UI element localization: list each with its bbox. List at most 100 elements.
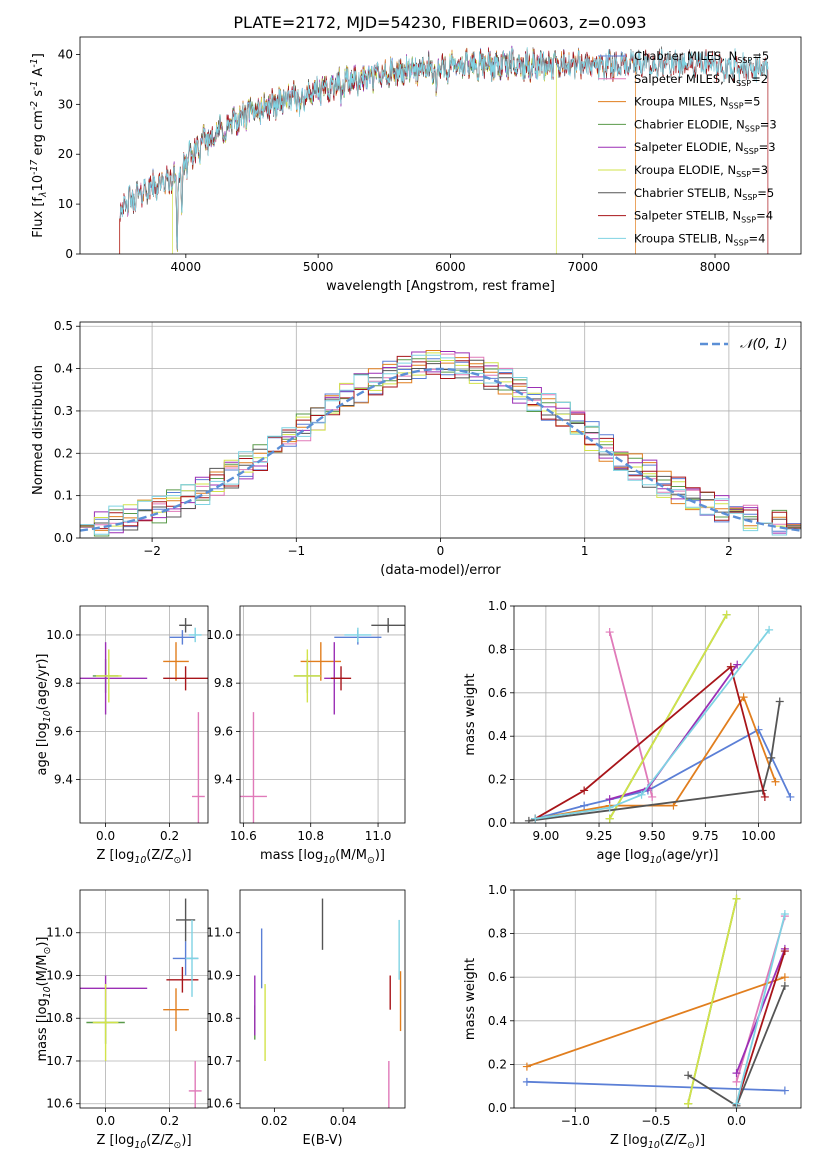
weight_vs_age-axes: [510, 605, 801, 827]
weight_vs_Z-ytick-label: 0.4: [488, 1014, 507, 1028]
age_vs_Z-point-kroupa-miles: [163, 642, 189, 681]
weight_vs_age-xtick-label: 10.00: [741, 829, 775, 843]
mass_vs_EBV-ytick-label: 11.0: [206, 926, 233, 940]
weight_vs_Z-frame: [513, 889, 802, 1109]
residual-hist-salpeter-elodie: [80, 351, 801, 534]
mass_vs_EBV-frame: [239, 889, 406, 1109]
mass_vs_EBV-ytick-label: 10.8: [206, 1011, 233, 1025]
age_vs_Z-point-salpeter-stelib: [163, 666, 208, 691]
spectrum-ytick-label: 40: [58, 47, 73, 61]
weight_vs_age-marker-chabrier-stelib: [524, 816, 533, 823]
legend-label-kroupa-miles: Kroupa MILES, NSSP=5: [634, 95, 760, 111]
weight_vs_age-marker-kroupa-stelib: [531, 814, 540, 823]
spectrum-xtick-label: 7000: [567, 260, 598, 274]
residuals-xtick-label: 2: [725, 544, 733, 558]
weight_vs_Z-marker-kroupa-stelib: [732, 1099, 741, 1108]
age_vs_Z-point-kroupa-stelib: [188, 627, 202, 643]
residuals-frame: [79, 321, 802, 539]
weight_vs_age-line-kroupa-miles: [535, 695, 777, 820]
legend-label-kroupa-stelib: Kroupa STELIB, NSSP=4: [634, 231, 765, 247]
age_vs_mass-ytick-label: 10.0: [206, 628, 233, 642]
residuals-xtick-label: 0: [437, 544, 445, 558]
spectrum-xtick-label: 4000: [171, 260, 202, 274]
mass_vs_EBV-ytick-label: 10.7: [206, 1054, 233, 1068]
weight_vs_Z-ytick-label: 0.6: [488, 970, 507, 984]
weight_vs_Z-marker-chabrier-stelib: [780, 981, 789, 990]
weight_vs_age-line-kroupa-stelib: [535, 629, 770, 820]
spectrum-ytick-label: 20: [58, 147, 73, 161]
mass_vs_Z-axes: [76, 890, 208, 1112]
weight_vs_age-marker-kroupa-miles: [771, 777, 780, 786]
weight_vs_age-marker-chabrier-miles: [580, 801, 589, 810]
residuals-xlabel: (data-model)/error: [380, 563, 501, 578]
age_vs_Z-frame: [79, 605, 209, 824]
weight_vs_age-line-chabrier-stelib: [528, 701, 781, 822]
mass_vs_Z-ytick-label: 11.0: [46, 926, 73, 940]
age_vs_Z-xtick-label: 0.2: [160, 829, 179, 843]
legend-label-chabrier-elodie: Chabrier ELODIE, NSSP=3: [634, 117, 777, 133]
mass_vs_Z-frame: [79, 889, 209, 1109]
spectrum-ylabel: Flux [fλ​10-17​ erg cm-2​ s-1​ A-1​]: [29, 53, 49, 238]
spectrum-ytick-label: 0: [65, 247, 73, 261]
weight_vs_age-ytick-label: 0.8: [488, 642, 507, 656]
mass_vs_Z-xlabel: Z [log10​(Z/Z⊙​)]: [96, 1133, 191, 1151]
spectrum-line-kroupa-stelib: [119, 46, 769, 250]
residuals-ytick-label: 0.0: [54, 531, 73, 545]
weight_vs_Z-ytick-label: 0.0: [488, 1101, 507, 1115]
residuals-ylabel: Normed distribution: [31, 365, 46, 495]
weight_vs_age-marker-salpeter-miles: [605, 628, 614, 637]
residual-hist-kroupa-stelib: [80, 354, 801, 536]
weight_vs_Z-ytick-label: 1.0: [488, 883, 507, 897]
weight_vs_age-line-salpeter-stelib: [534, 665, 766, 820]
age_vs_mass-point-salpeter-stelib: [330, 666, 352, 691]
age_vs_Z-axes: [76, 606, 208, 827]
weight_vs_Z-marker-chabrier-miles: [522, 1077, 531, 1086]
weight_vs_age-marker-salpeter-stelib: [726, 662, 735, 671]
weight_vs_Z-marker-chabrier-miles: [780, 1086, 789, 1095]
residuals-xtick-label: 1: [581, 544, 589, 558]
age_vs_Z-ytick-label: 9.8: [54, 676, 73, 690]
weight_vs_Z-marker-kroupa-miles: [780, 973, 789, 982]
weight_vs_Z-xtick-label: 0.0: [727, 1114, 746, 1128]
weight_vs_age-line-salpeter-miles: [608, 631, 654, 798]
weight_vs_age-marker-kroupa-stelib: [637, 790, 646, 799]
weight_vs_Z-xtick-label: −0.5: [641, 1114, 670, 1128]
weight_vs_age-line-kroupa-elodie: [608, 614, 728, 820]
age_vs_Z-xtick-label: 0.0: [96, 829, 115, 843]
age_vs_Z-xlabel: Z [log10​(Z/Z⊙​)]: [96, 848, 191, 866]
mass_vs_EBV-xtick-label: 0.04: [330, 1114, 357, 1128]
mass_vs_Z-ytick-label: 10.7: [46, 1054, 73, 1068]
spectrum-line-salpeter-miles: [119, 46, 636, 252]
legend-label-salpeter-miles: Salpeter MILES, NSSP=2: [634, 72, 768, 88]
weight_vs_age-marker-kroupa-elodie: [605, 814, 614, 823]
spectrum-xtick-label: 8000: [700, 260, 731, 274]
mass_vs_EBV-ytick-label: 10.6: [206, 1097, 233, 1111]
weight_vs_Z-marker-salpeter-elodie: [732, 1069, 741, 1078]
spectrum-line-kroupa-miles: [119, 48, 636, 254]
weight_vs_age-marker-kroupa-miles: [739, 693, 748, 702]
age_vs_Z-point-chabrier-stelib: [179, 618, 192, 633]
mass_vs_Z-point-salpeter-miles: [188, 1060, 202, 1108]
age_vs_mass-axes: [236, 606, 405, 827]
mass_vs_EBV-axes: [236, 932, 344, 1112]
age_vs_mass-ytick-label: 9.4: [214, 773, 233, 787]
residuals-xtick-label: −1: [287, 544, 305, 558]
weight_vs_age-xtick-label: 9.50: [639, 829, 666, 843]
legend-label-chabrier-miles: Chabrier MILES, NSSP=5: [634, 49, 769, 65]
mass_vs_Z-point-salpeter-stelib: [166, 966, 199, 993]
weight_vs_age-xtick-label: 9.75: [692, 829, 719, 843]
weight_vs_Z-axes: [510, 889, 801, 1112]
mass_vs_Z-xtick-label: 0.0: [96, 1114, 115, 1128]
weight_vs_Z-ylabel: mass weight: [463, 958, 478, 1040]
gauss-legend-label: 𝒩(0, 1): [740, 337, 787, 352]
legend-label-salpeter-elodie: Salpeter ELODIE, NSSP=3: [634, 140, 776, 156]
legend-label-chabrier-stelib: Chabrier STELIB, NSSP=5: [634, 186, 774, 202]
spectrum-line-chabrier-miles: [119, 45, 636, 252]
age_vs_Z-ytick-label: 9.6: [54, 724, 73, 738]
mass_vs_Z-ytick-label: 10.8: [46, 1011, 73, 1025]
mass_vs_EBV-xlabel: E(B-V): [302, 1133, 342, 1148]
weight_vs_age-marker-salpeter-miles: [648, 792, 657, 801]
age_vs_mass-point-salpeter-miles: [240, 712, 267, 823]
weight_vs_age-marker-salpeter-elodie: [605, 795, 614, 804]
